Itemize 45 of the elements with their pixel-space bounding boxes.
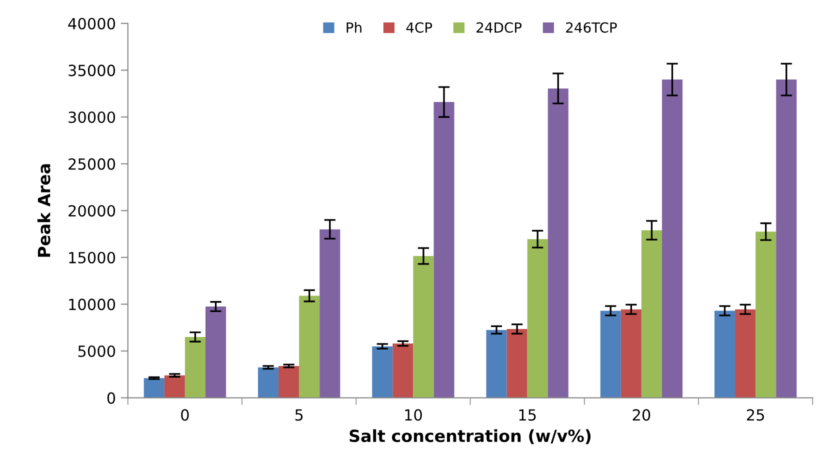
bar [164, 375, 185, 398]
y-tick-label: 25000 [68, 158, 116, 170]
bar [620, 309, 642, 398]
bar [258, 367, 279, 398]
bar [548, 88, 568, 398]
bar [735, 309, 756, 398]
x-tick-label: 5 [295, 409, 303, 421]
bar [278, 366, 300, 398]
bar [205, 306, 226, 398]
legend-label: 24DCP [476, 22, 522, 33]
y-tick-label: 40000 [68, 18, 116, 30]
y-tick-label: 30000 [68, 111, 116, 124]
bar [184, 336, 206, 398]
bar [662, 80, 683, 398]
y-tick-label: 10000 [69, 298, 116, 310]
bar [714, 310, 736, 398]
x-axis-title: Salt concentration (w/v%) [350, 429, 591, 444]
bar [641, 230, 662, 398]
bar [486, 330, 507, 398]
y-tick-label: 15000 [69, 252, 116, 264]
bar [600, 310, 621, 398]
y-tick-label: 0 [107, 392, 116, 404]
bar [299, 296, 320, 398]
y-tick-label: 20000 [68, 205, 116, 217]
bar [776, 80, 797, 398]
legend-label: 246TCP [566, 22, 617, 33]
x-tick-label: 10 [405, 409, 422, 421]
bar [144, 378, 164, 398]
x-tick-label: 20 [632, 409, 650, 421]
bar [392, 344, 414, 398]
x-tick-label: 0 [181, 409, 189, 421]
bar [527, 239, 548, 398]
x-tick-label: 15 [519, 409, 536, 421]
bar [506, 329, 528, 398]
y-tick-label: 5000 [78, 345, 116, 358]
x-tick-label: 25 [746, 409, 764, 421]
y-axis-title: Peak Area [37, 164, 50, 257]
bar [320, 229, 340, 398]
bar [434, 102, 454, 398]
bar [756, 232, 776, 398]
legend-label: Ph [346, 22, 362, 33]
bar [413, 256, 434, 398]
legend-label: 4CP [406, 22, 432, 33]
bar [372, 346, 393, 398]
y-tick-label: 35000 [68, 64, 116, 76]
